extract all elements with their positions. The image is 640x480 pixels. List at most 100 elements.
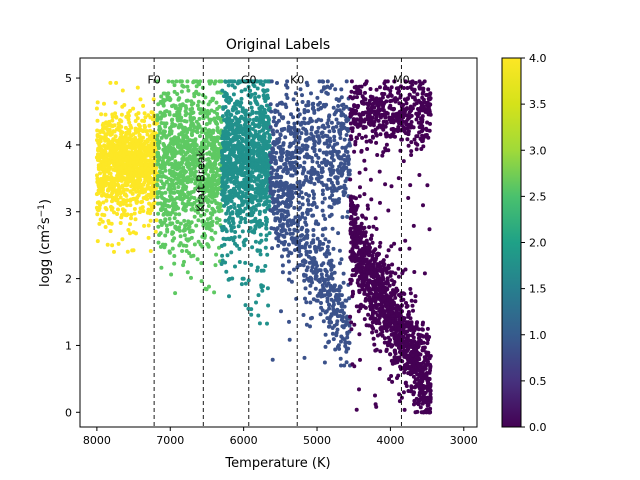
data-point [167, 186, 172, 191]
data-point [164, 134, 169, 139]
data-point [195, 103, 200, 108]
data-point [250, 206, 255, 211]
data-point [330, 193, 335, 198]
data-point [323, 217, 328, 221]
data-point [292, 134, 297, 139]
data-point [132, 211, 137, 216]
data-point [345, 330, 350, 335]
data-point [98, 171, 102, 176]
data-point [261, 195, 266, 200]
data-point [110, 118, 115, 123]
data-point [143, 165, 148, 170]
data-point [142, 111, 147, 116]
data-point [281, 193, 286, 198]
data-point [308, 116, 313, 121]
data-point [305, 83, 310, 88]
data-point [118, 221, 123, 225]
data-point [134, 189, 139, 194]
data-point [172, 136, 177, 141]
data-point [273, 158, 278, 163]
data-point [230, 144, 235, 149]
data-point [250, 245, 255, 250]
data-point [181, 84, 186, 89]
data-point [95, 176, 100, 181]
data-point [251, 230, 256, 234]
data-point [97, 134, 102, 139]
data-point [212, 290, 217, 295]
data-point [139, 138, 144, 143]
data-point [131, 106, 136, 111]
data-point [298, 87, 303, 92]
data-point [286, 120, 291, 125]
data-point [106, 164, 111, 169]
data-point [268, 180, 273, 185]
data-point [325, 299, 330, 304]
data-point [142, 141, 147, 146]
data-point [186, 88, 191, 93]
data-point [303, 273, 308, 278]
data-point [323, 268, 328, 273]
data-point [106, 138, 111, 143]
data-point [234, 122, 239, 127]
data-point [230, 173, 235, 177]
data-point [177, 228, 182, 233]
data-point [271, 132, 276, 137]
data-point [183, 223, 188, 228]
data-point [134, 112, 139, 117]
data-point [325, 316, 330, 321]
data-point [167, 129, 172, 134]
data-point [257, 240, 262, 245]
data-point [196, 99, 201, 104]
data-point [269, 156, 274, 161]
data-point [165, 159, 170, 164]
data-point [326, 124, 331, 129]
data-point [252, 136, 256, 141]
data-point [330, 331, 335, 336]
data-point [240, 194, 245, 199]
data-point [147, 137, 152, 142]
data-point [204, 122, 209, 127]
data-point [339, 293, 344, 298]
data-point [274, 236, 279, 241]
data-point [135, 180, 140, 185]
data-point [244, 108, 248, 113]
data-point [341, 280, 346, 285]
data-point [284, 83, 288, 88]
data-point [289, 126, 294, 130]
data-point [137, 124, 142, 129]
data-point [415, 92, 420, 97]
data-point [319, 174, 324, 179]
data-point [221, 172, 226, 177]
data-point [165, 229, 170, 234]
data-point [207, 223, 212, 228]
data-point [119, 112, 124, 117]
data-point [102, 101, 106, 106]
data-point [185, 270, 190, 275]
data-point [123, 176, 128, 181]
data-point [161, 181, 165, 186]
data-point [251, 140, 256, 144]
data-point [338, 356, 343, 361]
data-point [327, 204, 332, 209]
data-point [324, 150, 329, 155]
data-point [268, 185, 273, 190]
data-point [256, 165, 261, 170]
data-point [236, 145, 241, 150]
data-point [179, 79, 184, 84]
data-point [336, 104, 341, 108]
data-point [222, 188, 227, 193]
data-point [258, 232, 263, 237]
data-point [312, 181, 317, 186]
data-point [224, 269, 229, 274]
data-point [327, 339, 331, 344]
data-point [238, 211, 242, 216]
data-point [342, 153, 347, 158]
data-point [295, 129, 300, 134]
data-point [177, 164, 181, 169]
data-point [308, 283, 313, 288]
data-point [271, 199, 276, 204]
data-point [241, 276, 246, 281]
data-point [164, 175, 168, 180]
data-point [123, 134, 128, 139]
data-point [239, 162, 244, 167]
